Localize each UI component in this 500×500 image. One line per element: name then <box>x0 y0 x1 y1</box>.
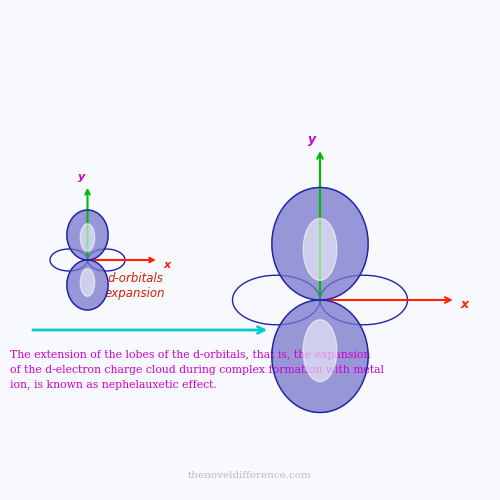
Polygon shape <box>67 260 108 310</box>
Ellipse shape <box>80 269 94 296</box>
Text: x: x <box>164 260 171 270</box>
Text: The extension of the lobes of the d-orbitals, that is, the expansion
of the d-el: The extension of the lobes of the d-orbi… <box>10 350 384 390</box>
Polygon shape <box>67 210 108 260</box>
Ellipse shape <box>80 224 94 251</box>
Polygon shape <box>272 188 368 300</box>
Polygon shape <box>272 300 368 412</box>
Ellipse shape <box>303 218 337 280</box>
Text: y: y <box>78 172 85 182</box>
Text: thenoveldifference.com: thenoveldifference.com <box>188 470 312 480</box>
Ellipse shape <box>303 320 337 382</box>
Text: y: y <box>308 133 316 146</box>
Text: x: x <box>460 298 469 310</box>
Text: d-orbitals
expansion: d-orbitals expansion <box>104 272 166 300</box>
